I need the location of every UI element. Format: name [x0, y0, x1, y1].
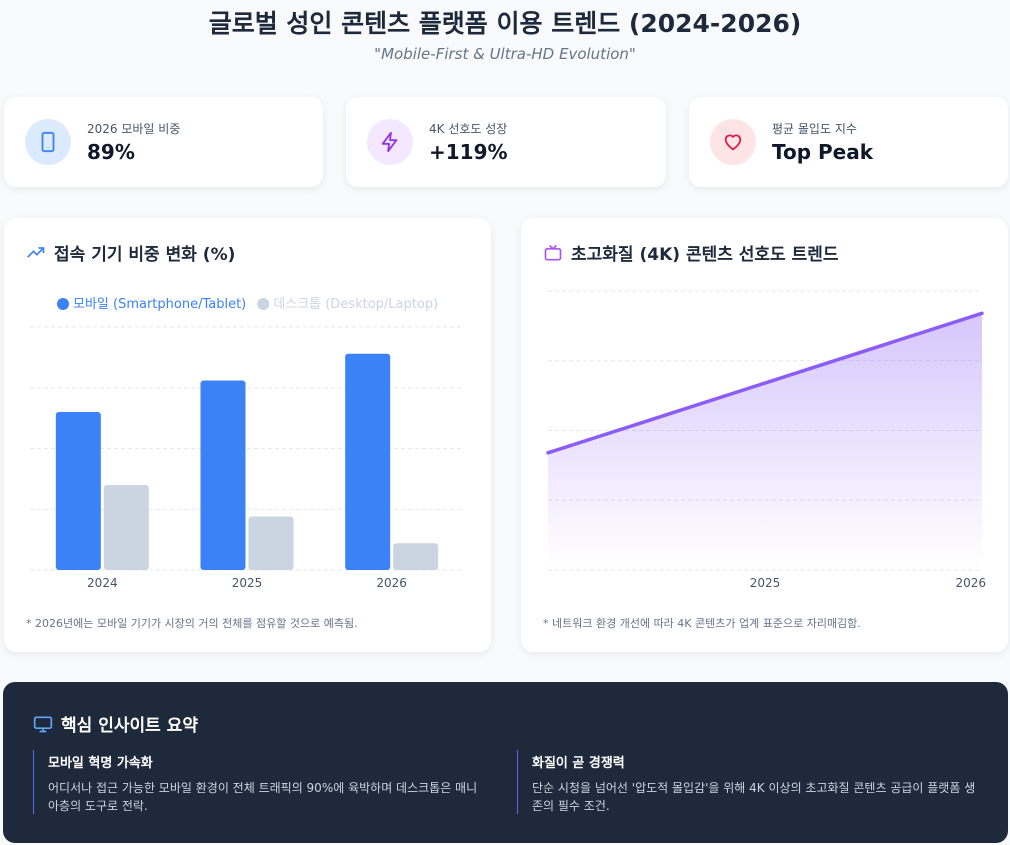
chart-card: 2025 2026 초고화질 (4K) 콘텐츠 선호도 트렌드 * 네트워크 환경…	[521, 218, 1008, 652]
insight-item-text: 어디서나 접근 가능한 모바일 환경이 전체 트래픽의 90%에 육박하며 데스…	[48, 781, 478, 813]
kpi-card: 2026 모바일 비중 89%	[4, 97, 323, 187]
x-tick-label: 2024	[87, 576, 118, 590]
insight-heading: 핵심 인사이트 요약	[33, 711, 198, 736]
x-tick-label: 2026	[955, 576, 986, 590]
kpi-card: 평균 몰입도 지수 Top Peak	[689, 97, 1008, 187]
kpi-value: Top Peak	[772, 140, 874, 164]
bar	[248, 516, 294, 570]
kpi-value: +119%	[429, 140, 508, 164]
chart: 2025 2026	[546, 290, 986, 590]
bar	[55, 412, 101, 570]
kpi-label: 2026 모바일 비중	[87, 122, 181, 136]
page-subtitle: "Mobile-First & Ultra-HD Evolution"	[374, 45, 636, 63]
legend-swatch	[57, 298, 69, 310]
chart-heading: 초고화질 (4K) 콘텐츠 선호도 트렌드	[543, 240, 839, 265]
bar	[393, 543, 439, 570]
x-tick-label: 2025	[232, 576, 263, 590]
insight-item-title: 화질이 곧 경쟁력	[532, 756, 625, 771]
bar	[345, 353, 391, 570]
kpi-card: 4K 선호도 성장 +119%	[346, 97, 666, 187]
insight-item-title: 모바일 혁명 가속화	[48, 756, 153, 771]
area	[548, 313, 982, 570]
kpi-label: 4K 선호도 성장	[429, 122, 508, 136]
legend-swatch	[257, 298, 270, 310]
bar	[103, 484, 149, 570]
kpi-icon	[25, 119, 71, 165]
chart: 모바일 (Smartphone/Tablet) 데스크톱 (Desktop/Lap…	[30, 297, 464, 590]
x-tick-label: 2025	[750, 576, 781, 590]
insight-item-text: 단순 시청을 넘어선 '압도적 몰입감'을 위해 4K 이상의 초고화질 콘텐츠…	[532, 781, 976, 813]
page-title: 글로벌 성인 콘텐츠 플랫폼 이용 트렌드 (2024-2026)	[208, 9, 802, 38]
kpi-icon	[710, 119, 756, 165]
line	[546, 311, 984, 455]
chart-card: 모바일 (Smartphone/Tablet) 데스크톱 (Desktop/Lap…	[4, 218, 491, 652]
chart-note: * 네트워크 환경 개선에 따라 4K 콘텐츠가 업계 표준으로 자리매김함.	[543, 617, 861, 630]
legend-label: 데스크톱 (Desktop/Laptop)	[273, 297, 438, 312]
kpi-icon	[367, 119, 413, 165]
kpi-label: 평균 몰입도 지수	[772, 122, 857, 136]
bar	[200, 380, 246, 570]
chart-note: * 2026년에는 모바일 기기가 시장의 거의 전체를 점유할 것으로 예측됨…	[26, 617, 358, 630]
x-tick-label: 2026	[376, 576, 407, 590]
chart-title: 초고화질 (4K) 콘텐츠 선호도 트렌드	[571, 245, 839, 265]
insight-title: 핵심 인사이트 요약	[61, 716, 198, 736]
kpi-value: 89%	[87, 140, 135, 164]
chart-heading: 접속 기기 비중 변화 (%)	[26, 240, 235, 265]
chart-title: 접속 기기 비중 변화 (%)	[54, 245, 236, 265]
legend-label: 모바일 (Smartphone/Tablet)	[73, 297, 246, 312]
